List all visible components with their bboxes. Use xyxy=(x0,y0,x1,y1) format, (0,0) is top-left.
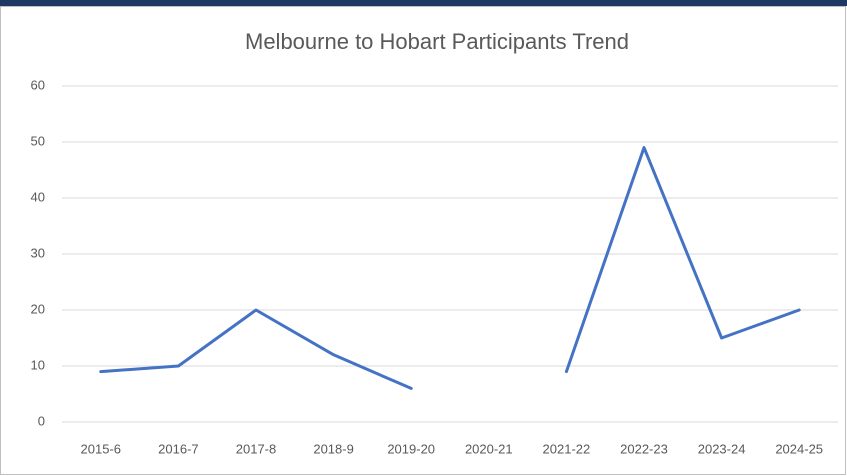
y-tick-label: 20 xyxy=(31,301,45,316)
x-tick-label: 2019-20 xyxy=(387,441,435,456)
y-tick-label: 60 xyxy=(31,77,45,92)
chart-border xyxy=(0,6,846,475)
y-tick-label: 30 xyxy=(31,245,45,260)
line-series xyxy=(99,146,801,390)
y-tick-label: 40 xyxy=(31,189,45,204)
x-tick-label: 2024-25 xyxy=(775,441,823,456)
y-tick-label: 0 xyxy=(38,413,45,428)
x-tick-label: 2023-24 xyxy=(698,441,746,456)
y-tick-label: 10 xyxy=(31,357,45,372)
x-tick-label: 2022-23 xyxy=(620,441,668,456)
chart-title: Melbourne to Hobart Participants Trend xyxy=(245,29,629,54)
x-tick-label: 2016-7 xyxy=(158,441,198,456)
y-tick-label: 50 xyxy=(31,133,45,148)
x-tick-label: 2015-6 xyxy=(81,441,121,456)
x-tick-label: 2018-9 xyxy=(313,441,353,456)
x-tick-label: 2021-22 xyxy=(543,441,591,456)
x-tick-label: 2020-21 xyxy=(465,441,513,456)
top-bar xyxy=(0,0,847,6)
x-tick-label: 2017-8 xyxy=(236,441,276,456)
